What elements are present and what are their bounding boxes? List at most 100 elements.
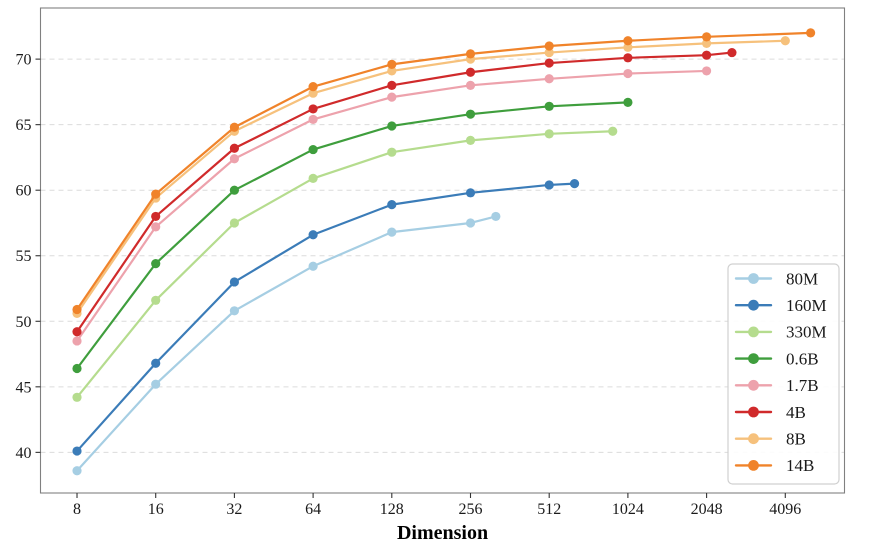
x-tick-label: 128 bbox=[380, 501, 404, 518]
series-marker-14B bbox=[623, 36, 633, 46]
series-marker-4B bbox=[701, 50, 712, 60]
series-marker-4B bbox=[623, 53, 633, 63]
series-marker-4B bbox=[151, 211, 161, 222]
legend-label: 4B bbox=[786, 403, 806, 422]
series-marker-14B bbox=[701, 32, 712, 42]
legend-marker bbox=[748, 326, 759, 338]
y-tick-label: 70 bbox=[16, 52, 32, 69]
series-marker-0.6B bbox=[229, 185, 240, 195]
series-marker-0.6B bbox=[544, 101, 554, 111]
series-line-14B bbox=[75, 31, 812, 311]
x-tick-label: 256 bbox=[458, 501, 482, 518]
series-marker-1.7B bbox=[465, 80, 476, 90]
series-marker-1.7B bbox=[151, 222, 161, 232]
legend-item-160M: 160M bbox=[734, 296, 827, 315]
legend-item-80M: 80M bbox=[734, 269, 818, 288]
series-marker-80M bbox=[491, 211, 501, 222]
x-tick-label: 2048 bbox=[691, 501, 723, 518]
x-tick-label: 512 bbox=[537, 501, 561, 518]
y-tick-label: 55 bbox=[16, 248, 32, 265]
legend-item-14B: 14B bbox=[734, 456, 814, 475]
series-marker-0.6B bbox=[72, 363, 82, 374]
series-marker-1.7B bbox=[72, 336, 82, 346]
series-marker-4B bbox=[308, 104, 318, 114]
series-line-330M bbox=[75, 130, 614, 399]
legend-marker bbox=[748, 353, 759, 364]
legend-marker bbox=[748, 299, 759, 311]
legend-label: 330M bbox=[786, 323, 827, 342]
series-marker-14B bbox=[229, 122, 240, 132]
series-line-0.6B bbox=[75, 101, 629, 370]
x-tick-label: 64 bbox=[305, 501, 321, 518]
legend-box bbox=[727, 263, 840, 485]
series-marker-160M bbox=[72, 446, 82, 456]
series-marker-330M bbox=[151, 295, 161, 305]
series-marker-1.7B bbox=[544, 74, 554, 84]
series-marker-330M bbox=[608, 126, 618, 136]
legend-marker bbox=[748, 433, 759, 445]
series-marker-160M bbox=[229, 277, 240, 287]
data-series bbox=[72, 28, 816, 476]
legend-item-4B: 4B bbox=[734, 403, 806, 422]
series-marker-160M bbox=[544, 180, 554, 190]
legend-item-330M: 330M bbox=[734, 323, 827, 342]
series-marker-8B bbox=[308, 88, 318, 98]
series-line-4B bbox=[75, 51, 734, 333]
series-marker-8B bbox=[387, 66, 397, 76]
series-marker-14B bbox=[72, 304, 82, 315]
legend-item-8B: 8B bbox=[734, 430, 806, 449]
legend-marker bbox=[748, 273, 759, 284]
y-tick-label: 45 bbox=[16, 379, 32, 396]
series-marker-80M bbox=[387, 227, 397, 237]
axes: 40 45 50 55 60 65 70 8 16 32 64 128 256 512 1024 2048 40… bbox=[16, 7, 846, 518]
series-marker-8B bbox=[780, 36, 790, 46]
series-marker-4B bbox=[387, 80, 397, 90]
series-marker-160M bbox=[151, 358, 161, 368]
series-marker-8B bbox=[701, 38, 712, 48]
series-marker-4B bbox=[72, 327, 82, 337]
series-marker-160M bbox=[569, 179, 580, 189]
series-marker-160M bbox=[308, 230, 318, 240]
x-tick-label: 16 bbox=[148, 501, 164, 518]
series-marker-0.6B bbox=[151, 259, 161, 269]
legend-label: 1.7B bbox=[786, 376, 819, 395]
series-marker-80M bbox=[151, 379, 161, 389]
series-line-160M bbox=[75, 182, 576, 453]
series-marker-0.6B bbox=[387, 121, 397, 131]
series-marker-1.7B bbox=[229, 154, 240, 164]
series-marker-0.6B bbox=[465, 109, 476, 119]
series-marker-80M bbox=[465, 218, 476, 228]
x-axis-title: Dimension bbox=[397, 522, 488, 544]
series-marker-1.7B bbox=[387, 92, 397, 102]
series-marker-14B bbox=[308, 82, 318, 92]
legend-marker bbox=[748, 460, 759, 471]
series-marker-80M bbox=[308, 261, 318, 271]
plot-border bbox=[39, 7, 846, 494]
y-tick-label: 60 bbox=[16, 183, 32, 200]
legend-label: 160M bbox=[786, 296, 827, 315]
legend: 80M 160M 330M 0.6B 1.7B 4B 8B 14B bbox=[727, 263, 840, 485]
legend-label: 80M bbox=[786, 269, 818, 288]
legend-marker bbox=[748, 406, 759, 418]
y-tick-label: 40 bbox=[16, 445, 32, 462]
x-tick-label: 1024 bbox=[612, 501, 644, 518]
series-marker-8B bbox=[544, 47, 554, 58]
series-marker-4B bbox=[544, 58, 554, 68]
legend-label: 14B bbox=[786, 456, 814, 475]
series-marker-0.6B bbox=[308, 144, 318, 155]
series-marker-1.7B bbox=[623, 68, 633, 79]
x-tick-label: 32 bbox=[226, 501, 242, 518]
series-marker-14B bbox=[387, 59, 397, 69]
series-marker-330M bbox=[465, 135, 476, 145]
series-marker-160M bbox=[465, 188, 476, 198]
series-marker-1.7B bbox=[701, 66, 712, 76]
series-marker-14B bbox=[151, 189, 161, 199]
series-marker-4B bbox=[465, 67, 476, 77]
series-marker-330M bbox=[544, 129, 554, 139]
series-marker-330M bbox=[387, 147, 397, 157]
legend-item-0.6B: 0.6B bbox=[734, 349, 819, 368]
series-marker-330M bbox=[72, 392, 82, 402]
x-tick-label: 4096 bbox=[769, 501, 801, 518]
series-marker-0.6B bbox=[623, 97, 633, 107]
